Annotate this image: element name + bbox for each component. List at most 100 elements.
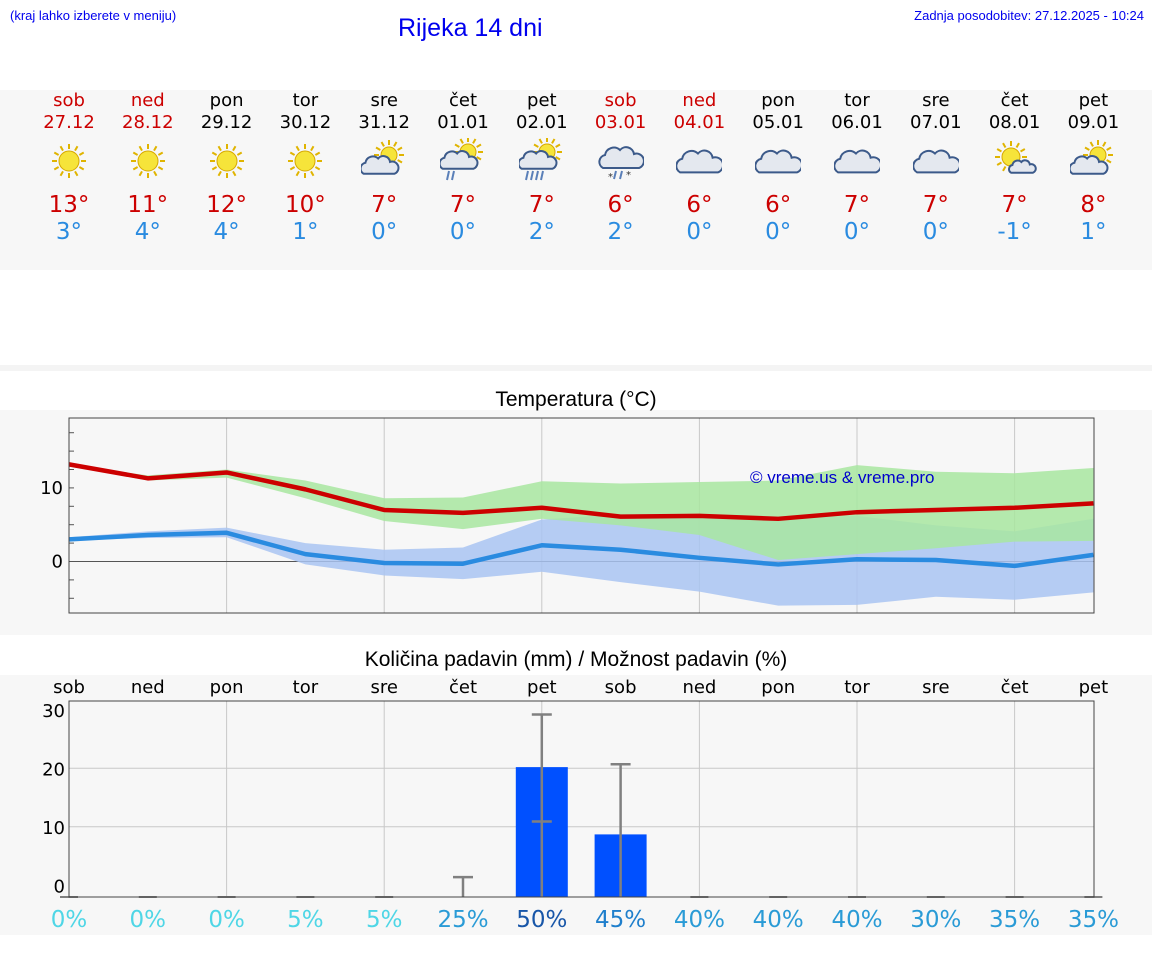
day-date: 29.12: [200, 112, 253, 133]
sun-ray: [152, 145, 158, 152]
forecast-day: sob 27.12 13° 3°: [30, 90, 108, 246]
temp-max: 7°: [449, 192, 477, 218]
x-day-label: pet: [527, 677, 557, 698]
temp-min: 1°: [1080, 219, 1107, 245]
forecast-day: tor 30.12 10° 1°: [266, 90, 344, 246]
sun-ray: [211, 166, 217, 171]
cloud-shape: [361, 155, 400, 175]
sun-ray: [1102, 141, 1107, 147]
temp-min: 1°: [292, 219, 319, 245]
sun-disc: [216, 150, 238, 172]
forecast-day: čet 01.01 7° 0°: [424, 90, 502, 246]
day-date: 09.01: [1067, 112, 1120, 133]
snow-flake: *: [626, 170, 631, 181]
sun-ray: [454, 143, 460, 148]
snow-flake: *: [608, 172, 613, 183]
day-name: sob: [604, 90, 637, 111]
precip-probability: 0%: [51, 907, 88, 933]
day-date: 30.12: [279, 112, 332, 133]
plot-area: [69, 701, 1094, 897]
sun-ray: [476, 143, 482, 148]
sun-ray: [53, 151, 60, 156]
cloudy-sleet-icon: * *: [598, 146, 644, 183]
temp-max: 7°: [1001, 192, 1028, 218]
forecast-day: pet 09.01 8° 1°: [1054, 90, 1132, 246]
rain-drop: [451, 170, 455, 181]
day-date: 05.01: [752, 112, 804, 133]
rain-drop: [618, 170, 623, 180]
temp-max: 6°: [607, 192, 634, 218]
cloud-body: [834, 149, 880, 174]
day-name: čet: [448, 90, 478, 111]
sun-icon: [209, 144, 244, 178]
partly-cloudy-light-rain-icon: [440, 138, 483, 181]
temp-min: 4°: [134, 219, 161, 245]
sun-ray: [533, 143, 539, 148]
partly-cloudy-icon: [361, 140, 405, 175]
min-temp-line: [68, 530, 1094, 569]
y-tick-label: 10: [42, 818, 65, 839]
cloud-body: [361, 155, 400, 175]
precip-probability: 5%: [366, 907, 403, 933]
sun-shape: [130, 144, 165, 178]
day-name: tor: [844, 90, 870, 111]
precip-probability: 0%: [208, 907, 245, 933]
forecast-day: tor 06.01 7° 0°: [818, 90, 896, 246]
x-day-label: sob: [605, 677, 637, 698]
sun-ray: [459, 138, 464, 144]
forecast-day: pon 29.12 12° 4°: [188, 90, 266, 246]
day-date: 28.12: [122, 112, 174, 133]
sun-ray: [296, 145, 301, 152]
precip-probability: 25%: [437, 907, 488, 933]
y-tick-label: 20: [42, 759, 65, 780]
day-date: 03.01: [594, 112, 647, 133]
precip-probability: 40%: [831, 907, 882, 933]
cloud-body: [1070, 155, 1109, 175]
temp-max: 8°: [1080, 192, 1107, 218]
sun-ray: [996, 161, 1002, 166]
precip-probability: 40%: [674, 907, 725, 933]
temp-min: 0°: [371, 219, 398, 245]
y-tick-label: 0: [54, 876, 65, 897]
day-date: 01.01: [437, 112, 489, 133]
plot-frame: [68, 700, 1095, 898]
location-hint: (kraj lahko izberete v meniju): [10, 8, 177, 23]
sun-small-cloud-icon: [994, 141, 1037, 174]
precip-probability: 0%: [130, 907, 167, 933]
day-name: tor: [292, 90, 319, 111]
day-name: ned: [130, 90, 165, 111]
sun-ray: [1106, 146, 1112, 151]
temp-max: 11°: [127, 192, 169, 218]
sun-ray: [78, 151, 85, 156]
sun-ray: [231, 145, 236, 152]
day-name: čet: [1000, 90, 1029, 111]
rain-drop: [529, 170, 534, 181]
forecast-day: sre 31.12 7° 0°: [345, 90, 423, 246]
day-name: pon: [761, 90, 796, 111]
y-tick-label: 10: [40, 478, 63, 499]
cloud-shape: [518, 150, 558, 170]
page-title: Rijeka 14 dni: [398, 14, 543, 42]
x-day-label: pon: [761, 677, 795, 698]
x-day-label: sre: [922, 677, 949, 698]
precip-probability: 35%: [989, 907, 1040, 933]
sun-ray: [78, 166, 85, 171]
temp-min: 0°: [765, 219, 792, 245]
cloudy-icon: [912, 149, 959, 174]
x-day-label: ned: [682, 677, 716, 698]
chart-credit: © vreme.us & vreme.pro: [750, 468, 934, 487]
day-date: 08.01: [988, 112, 1041, 133]
precip-probability: 35%: [1068, 907, 1119, 933]
temp-max: 7°: [843, 192, 871, 218]
day-date: 07.01: [910, 112, 962, 133]
sun-ray: [152, 170, 158, 177]
sun-ray: [375, 146, 382, 151]
forecast-day: ned 04.01 6° 0°: [660, 90, 738, 246]
sun-ray: [59, 170, 64, 177]
sun-icon: [288, 144, 323, 178]
x-day-label: sre: [370, 677, 397, 698]
sun-shape: [209, 144, 244, 178]
temp-max: 7°: [371, 192, 398, 218]
